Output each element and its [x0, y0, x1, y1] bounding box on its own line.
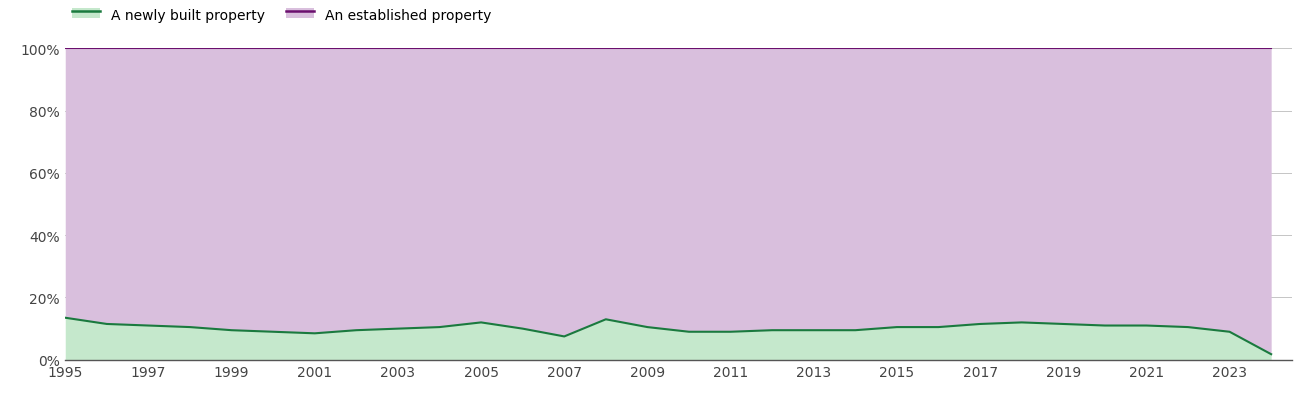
- Legend: A newly built property, An established property: A newly built property, An established p…: [72, 9, 491, 23]
